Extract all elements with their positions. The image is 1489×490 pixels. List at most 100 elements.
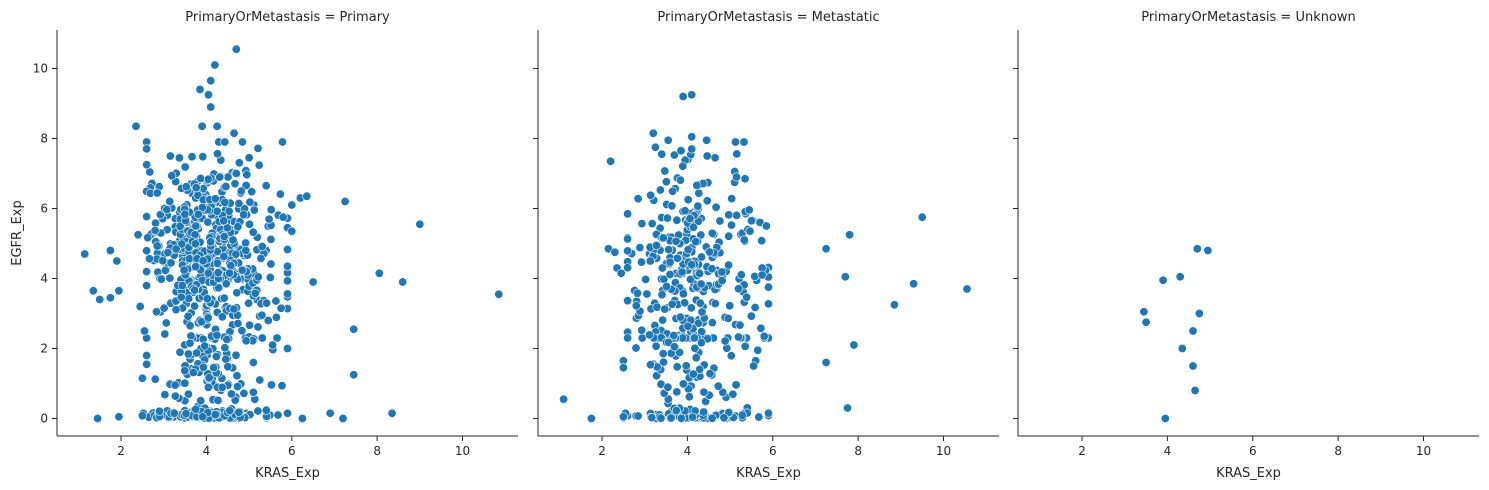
scatter-point [754,412,764,422]
scatter-point [669,150,679,160]
scatter-point [660,166,670,176]
scatter-point [165,196,175,206]
scatter-point [142,160,152,170]
scatter-point [255,375,265,385]
scatter-point [676,146,686,156]
scatter-point [277,381,287,391]
scatter-point [694,188,704,198]
scatter-point [737,410,747,420]
scatter-point [821,357,831,367]
facet-panel-1: PrimaryOrMetastasis = Primary 2 4 6 8 10 0 2 4 6 8… [10,10,518,481]
scatter-point [1188,361,1198,371]
scatter-point [710,299,720,309]
y-tick-label: 8 [40,132,48,146]
scatter-point [651,240,661,250]
scatter-point [623,209,633,219]
scatter-point [206,237,216,247]
scatter-point [732,149,742,159]
scatter-point [678,379,688,389]
scatter-point [262,298,272,308]
scatter-point [680,298,690,308]
scatter-point [150,226,160,236]
x-tick-label: 8 [1334,444,1342,458]
facet-panel-2: PrimaryOrMetastasis = Metastatic 2 4 6 8 10 KR… [533,10,999,481]
scatter-point [170,380,180,390]
scatter-point [249,205,259,215]
scatter-point [282,408,292,418]
y-tick-label: 0 [40,412,48,426]
scatter-point [695,269,705,279]
scatter-point [645,360,655,370]
scatter-point [647,219,657,229]
scatter-point [724,260,734,270]
scatter-point [257,310,267,320]
scatter-point [749,361,759,371]
scatter-point [671,236,681,246]
scatter-point [163,248,173,258]
scatter-point [696,252,706,262]
scatter-point [213,395,223,405]
x-tick-label: 4 [1164,444,1172,458]
scatter-point [672,387,682,397]
scatter-point [750,302,760,312]
scatter-point [962,284,972,294]
scatter-point [763,408,773,418]
scatter-point [398,277,408,287]
scatter-point [658,315,668,325]
scatter-point [185,321,195,331]
scatter-point [190,239,200,249]
x-tick-label: 4 [203,444,211,458]
scatter-point [696,279,706,289]
scatter-point [137,411,147,421]
scatter-point [744,205,754,215]
scatter-point [224,206,234,216]
scatter-point [663,135,673,145]
scatter-point [697,327,707,337]
scatter-point [606,156,616,166]
scatter-point [222,223,232,233]
scatter-point [219,251,229,261]
scatter-point [1188,326,1198,336]
x-tick-label: 6 [769,444,777,458]
scatter-point [699,407,709,417]
scatter-point [225,406,235,416]
scatter-point [203,268,213,278]
scatter-point [689,333,699,343]
x-tick-label: 8 [854,444,862,458]
scatter-point [664,245,674,255]
scatter-point [282,289,292,299]
scatter-point [257,333,267,343]
scatter-point [691,237,701,247]
scatter-point [179,265,189,275]
scatter-point [142,246,152,256]
scatter-point [225,268,235,278]
scatter-point [238,137,248,147]
scatter-point [702,135,712,145]
x-tick-label: 10 [1416,444,1431,458]
scatter-point [736,270,746,280]
scatter-point [245,197,255,207]
scatter-point [231,44,241,54]
scatter-point [842,403,852,413]
facet-panel-3: PrimaryOrMetastasis = Unknown 2 4 6 8 10 KRAS_… [1013,10,1479,481]
scatter-point [248,387,258,397]
scatter-point [739,137,749,147]
scatter-point [248,227,258,237]
scatter-point [1190,385,1200,395]
scatter-point [180,209,190,219]
scatter-point [697,307,707,317]
scatter-point [338,413,348,423]
scatter-point [753,345,763,355]
scatter-point [631,343,641,353]
scatter-point [726,351,736,361]
scatter-point [264,214,274,224]
scatter-point [261,405,271,415]
scatter-point [206,76,216,86]
scatter-point [623,296,633,306]
scatter-point [610,247,620,257]
scatter-point [707,264,717,274]
x-tick-label: 8 [373,444,381,458]
scatter-point [651,341,661,351]
scatter-point [671,406,681,416]
